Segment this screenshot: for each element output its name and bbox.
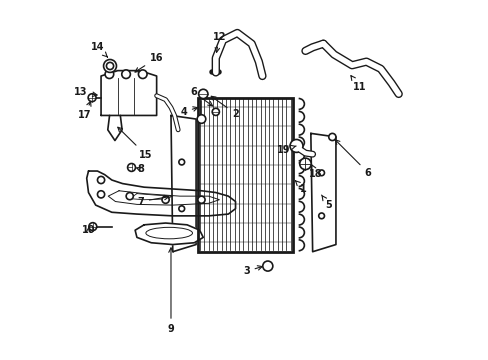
Circle shape: [179, 206, 184, 212]
Polygon shape: [101, 71, 156, 116]
Text: 3: 3: [243, 266, 262, 276]
Text: 6: 6: [190, 87, 212, 106]
Text: 9: 9: [167, 248, 174, 334]
Circle shape: [198, 196, 204, 203]
Text: 7: 7: [137, 195, 168, 207]
Circle shape: [162, 196, 169, 203]
Polygon shape: [135, 223, 203, 244]
Text: 19: 19: [277, 144, 296, 154]
Text: 8: 8: [136, 164, 143, 174]
Circle shape: [103, 59, 116, 72]
Text: 13: 13: [73, 87, 97, 97]
Circle shape: [198, 89, 207, 99]
Circle shape: [126, 193, 133, 200]
Text: 16: 16: [135, 53, 163, 72]
Text: 6: 6: [334, 140, 371, 178]
Circle shape: [197, 115, 205, 123]
Circle shape: [97, 176, 104, 184]
Polygon shape: [171, 116, 196, 252]
Circle shape: [122, 70, 130, 78]
Circle shape: [127, 163, 135, 171]
Text: 10: 10: [81, 225, 95, 235]
Polygon shape: [310, 134, 335, 252]
Circle shape: [106, 62, 113, 69]
Text: 4: 4: [180, 107, 197, 117]
Circle shape: [89, 223, 97, 230]
Bar: [198, 98, 292, 252]
Polygon shape: [86, 171, 235, 216]
Circle shape: [105, 70, 114, 78]
Text: 1: 1: [295, 181, 306, 194]
Circle shape: [212, 108, 219, 116]
Circle shape: [138, 70, 147, 78]
Circle shape: [97, 191, 104, 198]
Circle shape: [299, 158, 310, 170]
Text: 5: 5: [321, 195, 331, 210]
Text: 14: 14: [91, 42, 107, 57]
Circle shape: [289, 139, 303, 152]
Circle shape: [318, 213, 324, 219]
Circle shape: [328, 134, 335, 140]
Text: 17: 17: [78, 102, 91, 121]
Polygon shape: [198, 98, 292, 252]
Text: 11: 11: [350, 76, 365, 92]
Text: 18: 18: [309, 165, 323, 179]
Text: 15: 15: [118, 127, 152, 160]
Circle shape: [318, 170, 324, 176]
Circle shape: [88, 94, 96, 102]
Circle shape: [179, 159, 184, 165]
Text: 12: 12: [212, 32, 225, 52]
Text: 2: 2: [211, 96, 239, 119]
Circle shape: [262, 261, 272, 271]
